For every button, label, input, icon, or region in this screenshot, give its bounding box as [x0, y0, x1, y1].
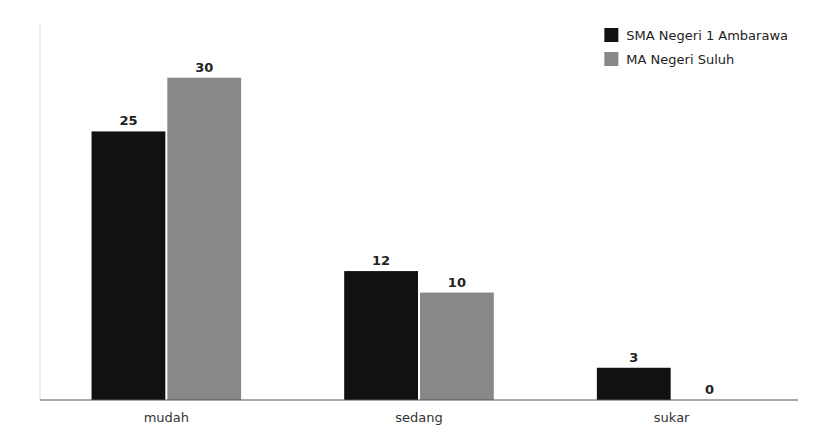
chart: 25 12 3 30 10 0 mudah sedang sukar SMA Negeri 1 A…: [0, 0, 818, 444]
bar: [344, 271, 418, 400]
x-tick-label: mudah: [144, 410, 189, 425]
bar: [420, 293, 494, 400]
data-label: 10: [448, 275, 466, 290]
data-label: 3: [629, 350, 638, 365]
legend-swatch: [604, 28, 618, 42]
legend: SMA Negeri 1 Ambarawa MA Negeri Suluh: [604, 28, 788, 67]
x-axis-line: [40, 400, 798, 401]
bar: [167, 78, 241, 400]
chart-container: 25 12 3 30 10 0 mudah sedang sukar SMA Negeri 1 A…: [0, 0, 818, 444]
bar: [597, 368, 671, 400]
bar: [92, 131, 166, 400]
data-label: 12: [372, 253, 390, 268]
data-label: 0: [705, 382, 714, 397]
legend-label: SMA Negeri 1 Ambarawa: [626, 28, 788, 43]
data-labels: 25 12 3 30 10 0: [119, 60, 714, 397]
bars: [92, 78, 671, 400]
x-tick-label: sukar: [654, 410, 690, 425]
data-label: 25: [119, 113, 137, 128]
y-axis-line: [40, 24, 41, 400]
x-tick-label: sedang: [395, 410, 442, 425]
data-label: 30: [195, 60, 213, 75]
legend-swatch: [604, 52, 618, 66]
legend-label: MA Negeri Suluh: [626, 52, 734, 67]
